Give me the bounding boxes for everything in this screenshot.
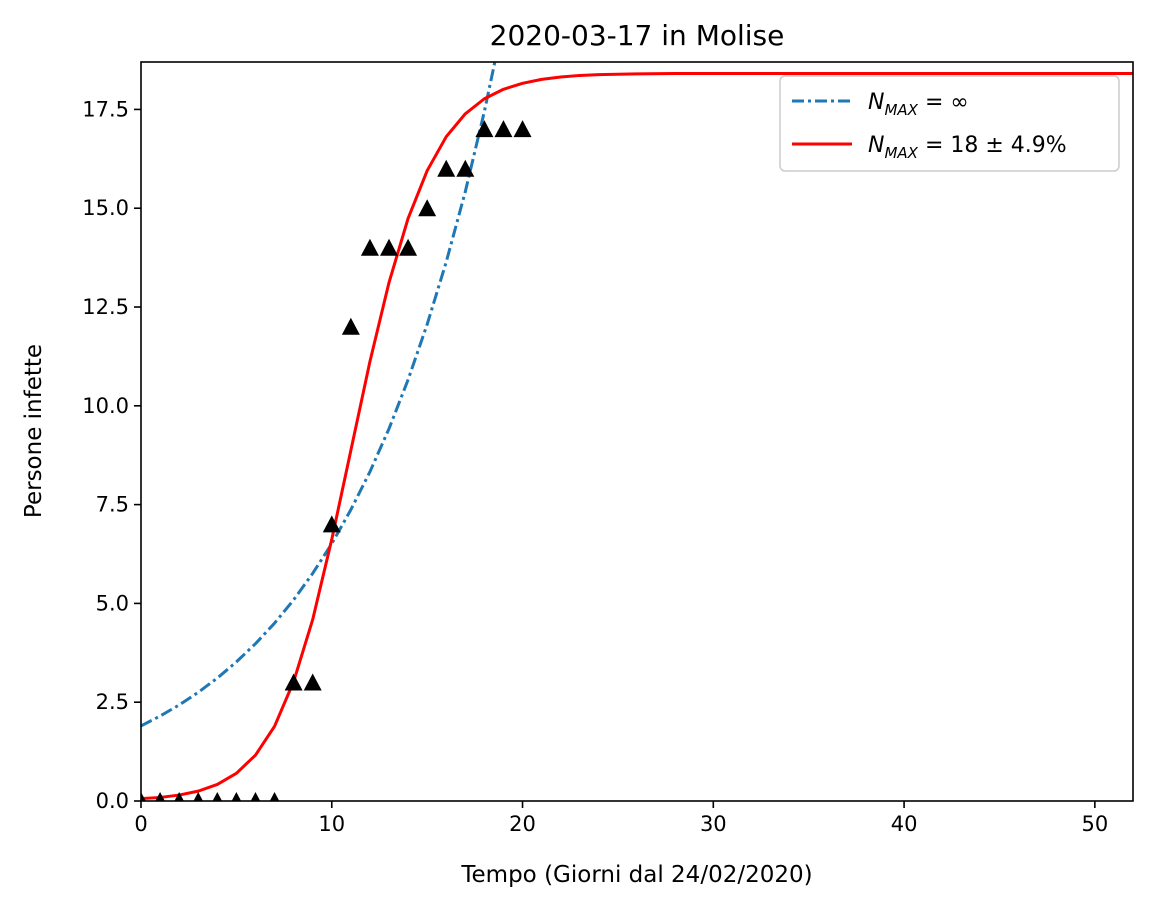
data-point-marker (380, 238, 398, 256)
y-tick-label: 12.5 (82, 295, 129, 319)
data-point-marker (269, 792, 280, 801)
data-point-marker (141, 792, 146, 801)
x-tick-label: 40 (891, 812, 918, 836)
x-tick-label: 30 (700, 812, 727, 836)
x-tick-label: 0 (134, 812, 147, 836)
y-tick-label: 10.0 (82, 394, 129, 418)
x-tick-label: 20 (509, 812, 536, 836)
data-point-marker (437, 159, 456, 177)
ticks: 0 10 20 30 40 50 0.0 2.5 5.0 7.5 10.0 12.5 15.0 17.5 (82, 97, 1108, 836)
data-point-marker (418, 199, 437, 217)
legend: NMAX = ∞ NMAX = 18 ± 4.9% (779, 75, 1120, 172)
data-point-marker (360, 238, 379, 256)
legend-box (779, 75, 1120, 172)
y-tick-label: 5.0 (96, 591, 129, 615)
y-tick-label: 0.0 (96, 789, 129, 813)
data-point-marker (174, 792, 184, 801)
data-point-marker (155, 792, 165, 801)
series-layer (141, 62, 1133, 801)
data-point-marker (284, 673, 303, 691)
x-tick-label: 10 (318, 812, 345, 836)
data-point-marker (193, 792, 203, 801)
x-axis-label: Tempo (Giorni dal 24/02/2020) (460, 862, 812, 888)
data-point-marker (250, 792, 261, 801)
observed-markers (141, 120, 532, 801)
y-tick-label: 17.5 (82, 97, 129, 121)
y-tick-label: 15.0 (82, 196, 129, 220)
chart-title: 2020-03-17 in Molise (490, 19, 785, 52)
data-point-marker (341, 317, 360, 335)
data-point-marker (475, 120, 494, 138)
data-point-marker (303, 673, 322, 691)
series-line-exponential (141, 62, 497, 728)
series-line-logistic (141, 71, 1133, 801)
y-tick-label: 2.5 (96, 690, 129, 714)
y-tick-label: 7.5 (96, 493, 129, 517)
data-point-marker (322, 515, 341, 533)
y-axis-label: Persone infette (21, 344, 47, 518)
data-point-marker (513, 120, 532, 138)
legend-label-logistic: NMAX = 18 ± 4.9% (868, 133, 1067, 162)
data-point-marker (494, 120, 513, 138)
x-tick-label: 50 (1081, 812, 1108, 836)
data-point-marker (212, 792, 223, 801)
data-point-marker (231, 792, 242, 801)
legend-label-exponential: NMAX = ∞ (868, 90, 969, 119)
plot-frame (140, 61, 1134, 802)
data-point-marker (399, 238, 418, 256)
data-point-marker (456, 159, 475, 177)
